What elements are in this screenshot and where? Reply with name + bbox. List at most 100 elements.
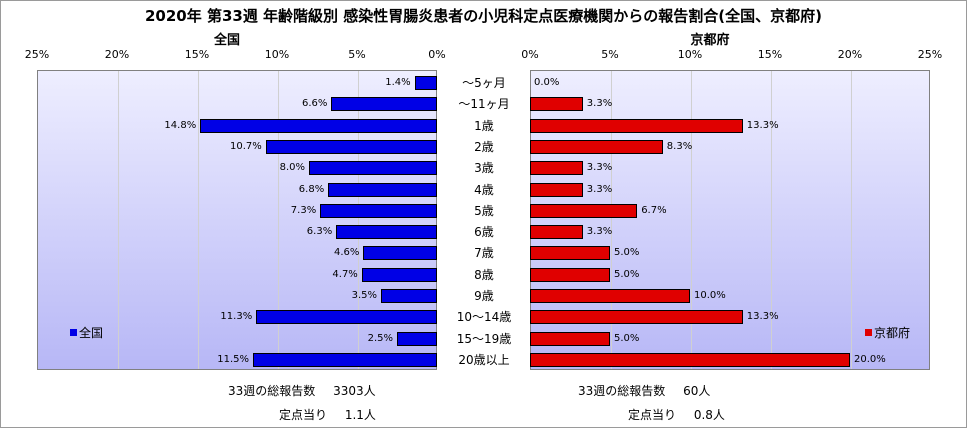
summary-national-total: 33週の総報告数 3303人 <box>228 382 376 399</box>
data-label-kyoto: 3.3% <box>586 162 613 174</box>
data-label-kyoto: 5.0% <box>614 247 640 259</box>
summary-national-per-site-label: 定点当り <box>279 408 328 422</box>
bar-national <box>328 182 437 197</box>
gridline <box>198 71 199 369</box>
summary-kyoto-per-site-label: 定点当り <box>628 408 677 422</box>
bar-national <box>309 161 437 176</box>
category-label: 15～19歳 <box>456 331 512 346</box>
bar-national <box>336 225 437 240</box>
summary-kyoto-total: 33週の総報告数 60人 <box>578 382 710 399</box>
bar-national <box>200 118 437 133</box>
data-label-national: 14.8% <box>164 119 197 131</box>
data-label-kyoto: 5.0% <box>614 332 640 344</box>
bar-national <box>256 310 437 325</box>
bar-kyoto <box>530 97 583 112</box>
legend-label-kyoto: 京都府 <box>874 326 911 340</box>
data-label-national: 6.8% <box>298 183 325 195</box>
category-label: ～11ヶ月 <box>458 97 510 112</box>
legend-label-national: 全国 <box>79 326 104 340</box>
category-label: 9歳 <box>474 289 494 303</box>
data-label-national: 11.3% <box>220 311 253 323</box>
data-label-national: 4.6% <box>334 247 360 259</box>
category-label: 10～14歳 <box>456 310 512 325</box>
bar-kyoto <box>530 331 610 346</box>
data-label-kyoto: 13.3% <box>746 311 779 323</box>
bar-kyoto <box>530 352 850 367</box>
legend-kyoto: 京都府 <box>865 324 910 341</box>
data-label-national: 4.7% <box>332 268 358 280</box>
category-label: 7歳 <box>474 246 494 261</box>
legend-national: 全国 <box>70 324 103 341</box>
bar-kyoto <box>530 289 690 303</box>
data-label-national: 10.7% <box>230 140 262 152</box>
summary-national-total-label: 33週の総報告数 <box>228 384 316 398</box>
x-tick-kyoto: 20% <box>837 48 863 61</box>
legend-swatch-national <box>70 329 77 336</box>
x-tick-kyoto: 15% <box>757 48 783 61</box>
summary-kyoto-per-site: 定点当り 0.8人 <box>628 406 725 423</box>
chart-title: 2020年 第33週 年齢階級別 感染性胃腸炎患者の小児科定点医療機関からの報告… <box>144 7 822 25</box>
data-label-kyoto: 5.0% <box>614 268 640 280</box>
bar-national <box>363 246 437 261</box>
data-label-national: 7.3% <box>290 204 317 216</box>
category-label: 3歳 <box>474 161 494 176</box>
category-label: 8歳 <box>474 267 494 282</box>
bar-kyoto <box>530 246 610 261</box>
bar-kyoto <box>530 203 638 218</box>
category-label: 2歳 <box>474 139 494 154</box>
gridline <box>278 71 279 369</box>
data-label-kyoto: 8.3% <box>666 140 693 152</box>
x-tick-kyoto: 25% <box>917 48 943 61</box>
x-tick-national: 0% <box>428 48 446 61</box>
data-label-national: 6.6% <box>302 98 328 110</box>
bar-national <box>253 352 437 367</box>
data-label-kyoto: 13.3% <box>746 119 779 131</box>
x-tick-kyoto: 10% <box>677 48 703 61</box>
data-label-kyoto: 3.3% <box>586 183 613 195</box>
bar-national <box>414 76 437 90</box>
category-label: 20歳以上 <box>458 352 510 367</box>
bar-national <box>331 97 437 112</box>
data-label-kyoto: 3.3% <box>586 226 613 238</box>
x-tick-national: 5% <box>348 48 366 61</box>
bar-kyoto <box>530 139 663 154</box>
x-tick-kyoto: 0% <box>521 48 539 61</box>
category-label: 4歳 <box>474 182 494 197</box>
bar-national <box>397 331 437 346</box>
gridline <box>611 71 612 369</box>
bar-kyoto <box>530 161 583 176</box>
data-label-national: 3.5% <box>351 290 377 301</box>
bar-kyoto <box>530 267 610 282</box>
bar-kyoto <box>530 225 583 240</box>
bar-national <box>361 267 437 282</box>
data-label-kyoto: 3.3% <box>586 98 613 110</box>
summary-national-total-value: 3303人 <box>333 384 376 398</box>
summary-kyoto-total-label: 33週の総報告数 <box>578 384 666 398</box>
summary-national-per-site-value: 1.1人 <box>344 408 376 422</box>
category-label: 6歳 <box>474 225 494 240</box>
summary-kyoto-total-value: 60人 <box>683 384 711 398</box>
gridline <box>691 71 692 369</box>
x-tick-kyoto: 5% <box>601 48 619 61</box>
summary-national-per-site: 定点当り 1.1人 <box>279 406 376 423</box>
x-tick-national: 15% <box>184 48 210 61</box>
x-tick-national: 25% <box>24 48 50 61</box>
x-tick-national: 20% <box>104 48 130 61</box>
data-label-kyoto: 0.0% <box>534 77 560 88</box>
bar-national <box>265 139 437 154</box>
bar-kyoto <box>530 182 583 197</box>
panel-title-national: 全国 <box>213 33 240 48</box>
x-tick-national: 10% <box>264 48 290 61</box>
data-label-national: 8.0% <box>279 162 305 174</box>
gridline <box>118 71 119 369</box>
data-label-kyoto: 6.7% <box>641 204 667 216</box>
data-label-national: 1.4% <box>385 77 411 88</box>
category-label: ～5ヶ月 <box>462 76 506 90</box>
data-label-national: 6.3% <box>306 226 333 238</box>
data-label-national: 11.5% <box>217 353 249 365</box>
data-label-kyoto: 20.0% <box>854 353 886 365</box>
category-label: 1歳 <box>474 118 494 133</box>
summary-kyoto-per-site-value: 0.8人 <box>693 408 725 422</box>
gridline <box>358 71 359 369</box>
legend-swatch-kyoto <box>865 329 872 336</box>
